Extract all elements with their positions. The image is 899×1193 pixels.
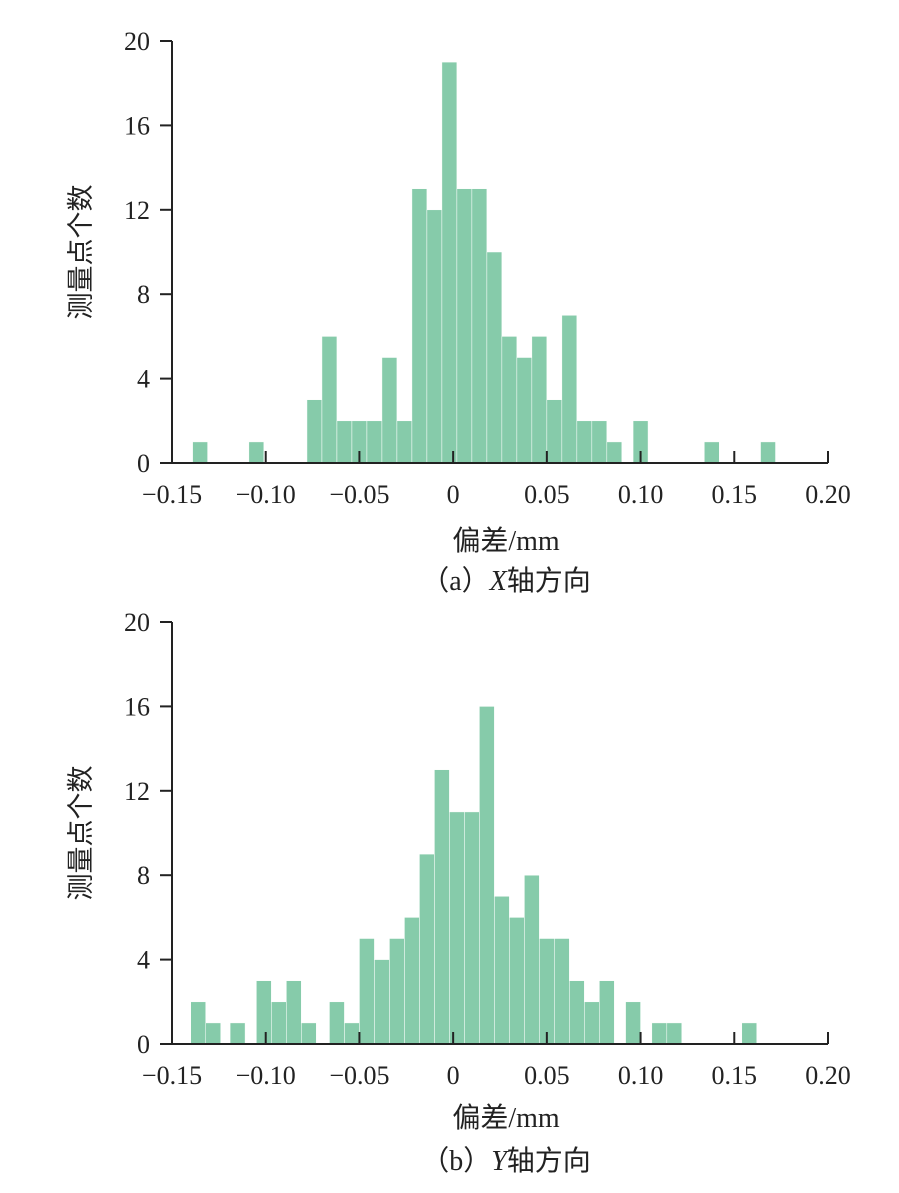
x-tick-label: 0.10	[618, 480, 664, 509]
y-tick-label: 12	[124, 196, 150, 225]
histogram-bar	[569, 980, 585, 1045]
y-tick-label: 4	[137, 946, 150, 975]
x-tick-label: 0.05	[524, 480, 570, 509]
y-axis-label: 测量点个数	[66, 766, 97, 901]
figure-caption: （b）Y轴方向	[421, 1145, 591, 1177]
caption-prefix: （b）	[421, 1145, 491, 1177]
y-tick-label: 16	[124, 692, 150, 721]
x-tick-label: 0.15	[712, 1061, 758, 1090]
x-tick-label: 0.15	[712, 480, 758, 509]
y-tick-label: 0	[137, 1030, 150, 1059]
histogram-bar	[419, 853, 435, 1045]
histogram-x-panel: 0 4 8 12 16 20 −0.15 −0.10 −0.05 0 0.05 0.10 0.15 0.2…	[66, 27, 851, 597]
x-tick-label: −0.15	[142, 1061, 202, 1090]
x-tick-label: 0.10	[618, 1061, 664, 1090]
histogram-bar	[205, 1022, 221, 1045]
histogram-bar	[344, 1022, 360, 1045]
y-tick-label: 0	[137, 449, 150, 478]
histogram-bar	[229, 1022, 246, 1045]
x-tick-label: 0	[447, 480, 460, 509]
x-tick-label: 0.20	[805, 480, 851, 509]
caption-axis-variable: X	[489, 566, 508, 597]
histogram-bar	[741, 1022, 758, 1045]
caption-axis-variable: Y	[491, 1146, 510, 1177]
histogram-bar	[651, 1022, 668, 1045]
caption-suffix: 轴方向	[507, 1145, 591, 1177]
histogram-bar	[509, 917, 525, 1045]
histogram-x-svg: 0 4 8 12 16 20 −0.15 −0.10 −0.05 0 0.05 0.10 0.15 0.2…	[66, 27, 851, 597]
caption-suffix: 轴方向	[507, 565, 591, 597]
histogram-bar	[524, 874, 540, 1045]
histogram-bar	[479, 706, 495, 1045]
x-tick-label: 0	[447, 1061, 460, 1090]
figure-caption: （a）X轴方向	[421, 565, 591, 597]
y-tick-label: 20	[124, 608, 150, 637]
histogram-bar	[359, 938, 375, 1045]
x-tick-label: 0.05	[524, 1061, 570, 1090]
x-tick-label: −0.10	[236, 480, 296, 509]
histogram-bar	[404, 917, 420, 1045]
y-tick-label: 20	[124, 27, 150, 56]
y-tick-label: 8	[137, 861, 150, 890]
histogram-bar	[599, 980, 615, 1045]
histogram-bar	[625, 1001, 641, 1045]
y-tick-label: 4	[137, 365, 150, 394]
y-tick-label: 8	[137, 280, 150, 309]
x-tick-label: 0.20	[805, 1061, 851, 1090]
histogram-bar	[494, 896, 510, 1045]
x-tick-label: −0.10	[236, 1061, 296, 1090]
histogram-bar	[464, 811, 480, 1045]
histogram-bar	[374, 959, 390, 1045]
x-tick-label: −0.05	[329, 1061, 389, 1090]
histogram-bar	[584, 1001, 600, 1045]
caption-prefix: （a）	[421, 565, 489, 597]
histogram-bar	[286, 980, 302, 1045]
y-tick-label: 16	[124, 111, 150, 140]
x-axis-label: 偏差/mm	[452, 525, 560, 557]
x-tick-label: −0.15	[142, 480, 202, 509]
histogram-bar	[190, 1001, 206, 1045]
y-tick-label: 12	[124, 777, 150, 806]
histogram-bar	[554, 938, 570, 1045]
y-axis-label: 测量点个数	[66, 185, 97, 320]
histogram-bar	[271, 1001, 287, 1045]
x-tick-label: −0.05	[329, 480, 389, 509]
histogram-bar	[449, 811, 465, 1045]
histogram-bar	[666, 1022, 683, 1045]
histogram-bar	[434, 769, 450, 1045]
histogram-bar	[389, 938, 405, 1045]
histogram-bar	[256, 980, 272, 1045]
histogram-bar	[301, 1022, 317, 1045]
histogram-bar	[539, 938, 555, 1045]
histogram-bar	[329, 1001, 345, 1045]
x-axis-label: 偏差/mm	[452, 1102, 560, 1134]
